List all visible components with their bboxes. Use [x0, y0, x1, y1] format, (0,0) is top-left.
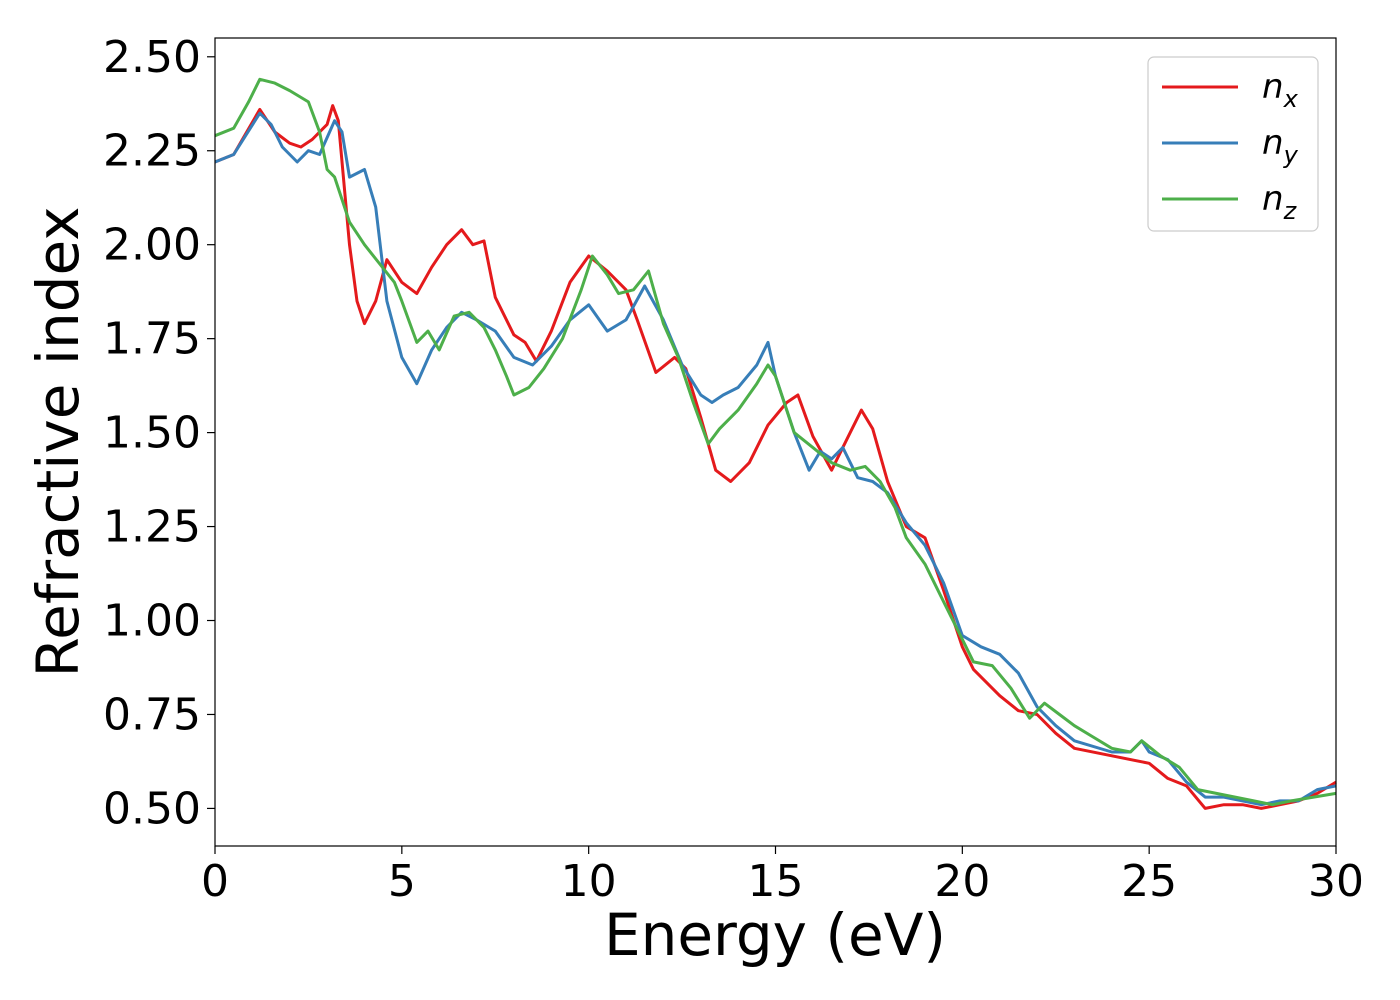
legend-label-z: nz [1262, 179, 1298, 225]
x-tick-label: 25 [1121, 856, 1177, 907]
x-tick-label: 10 [561, 856, 617, 907]
x-tick-label: 30 [1308, 856, 1364, 907]
series-line-z [214, 77, 1337, 807]
y-tick-label: 0.75 [103, 689, 201, 740]
legend: nx ny nz [1147, 56, 1319, 232]
legend-label-x: nx [1262, 67, 1299, 113]
x-tick-label: 20 [934, 856, 990, 907]
y-tick-label: 2.50 [103, 32, 201, 83]
y-tick-label: 0.50 [103, 783, 201, 834]
y-axis: 0.50 0.75 1.00 1.25 1.50 1.75 2.00 2.25 2.50 [103, 32, 215, 834]
y-tick-label: 2.00 [103, 220, 201, 271]
y-tick-label: 1.50 [103, 408, 201, 459]
y-tick-label: 1.75 [103, 314, 201, 365]
series-line-x [214, 104, 1337, 810]
y-axis-title: Refractive index [24, 206, 92, 677]
x-tick-label: 15 [748, 856, 804, 907]
x-axis: 0 5 10 15 20 25 30 [201, 846, 1364, 907]
x-tick-label: 0 [201, 856, 229, 907]
y-tick-label: 2.25 [103, 126, 201, 177]
y-tick-label: 1.25 [103, 502, 201, 553]
x-tick-label: 5 [388, 856, 416, 907]
x-axis-title: Energy (eV) [604, 901, 946, 969]
y-tick-label: 1.00 [103, 596, 201, 647]
legend-label-y: ny [1262, 123, 1299, 169]
